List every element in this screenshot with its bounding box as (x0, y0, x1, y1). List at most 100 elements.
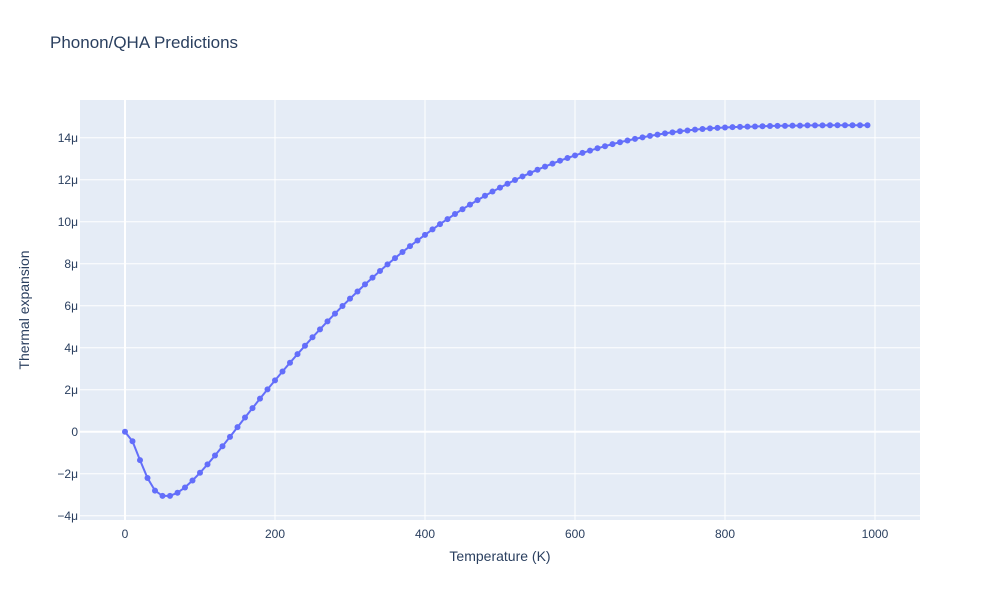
data-point (864, 122, 871, 129)
data-point (842, 122, 848, 129)
data-point (489, 188, 496, 195)
data-point (714, 124, 721, 131)
data-point (579, 149, 586, 156)
data-point (534, 166, 541, 173)
data-point (122, 428, 128, 435)
data-point (594, 145, 601, 152)
data-point (602, 143, 608, 150)
y-tick-label: −2μ (57, 467, 78, 481)
data-point (684, 127, 691, 134)
data-point (804, 122, 811, 129)
data-point (362, 281, 368, 288)
data-point (182, 484, 188, 491)
y-tick-label: 12μ (58, 173, 78, 187)
data-point (767, 123, 773, 130)
x-tick-labels: 0 200 400 600 800 1000 (122, 527, 889, 541)
data-point (159, 492, 166, 499)
data-point (849, 122, 856, 129)
data-point (414, 237, 421, 244)
data-point (174, 489, 181, 496)
x-tick-label: 200 (265, 527, 285, 541)
data-point (819, 122, 826, 129)
data-point (264, 386, 271, 393)
data-point (707, 125, 713, 132)
data-point (317, 326, 323, 333)
grid-lines (80, 100, 920, 520)
data-point (287, 359, 293, 366)
data-point (332, 310, 338, 317)
y-axis-title: Thermal expansion (16, 250, 32, 369)
data-point (167, 492, 173, 499)
x-axis-title: Temperature (K) (449, 548, 550, 564)
data-point (309, 334, 316, 341)
data-point (137, 457, 143, 464)
data-point (677, 128, 683, 135)
data-point (752, 123, 758, 130)
data-point (857, 122, 863, 129)
data-point (474, 197, 481, 204)
data-point (774, 122, 781, 129)
data-point (609, 141, 616, 148)
data-point (812, 122, 818, 129)
data-point (759, 123, 766, 130)
data-point (422, 231, 428, 238)
y-tick-label: 4μ (64, 341, 78, 355)
data-point (519, 173, 526, 180)
data-point (302, 342, 308, 349)
series-line (124, 124, 868, 497)
data-point (639, 134, 646, 141)
series-markers (122, 122, 871, 499)
data-point (144, 475, 151, 481)
data-point (542, 163, 548, 170)
data-point (834, 122, 841, 129)
x-tick-label: 600 (565, 527, 585, 541)
data-point (324, 318, 331, 325)
data-point (354, 288, 361, 295)
data-point (549, 160, 556, 167)
data-point (722, 124, 728, 131)
y-tick-label: 14μ (58, 131, 78, 145)
data-point (587, 147, 593, 154)
data-point (189, 477, 196, 484)
x-tick-label: 1000 (862, 527, 889, 541)
data-point (504, 180, 511, 187)
y-tick-label: 6μ (64, 299, 78, 313)
data-point (632, 135, 638, 142)
chart-title: Phonon/QHA Predictions (50, 33, 239, 52)
data-point (527, 170, 533, 177)
data-point (797, 122, 803, 129)
x-tick-label: 0 (122, 527, 129, 541)
data-point (744, 123, 751, 130)
data-point (279, 368, 286, 375)
data-point (782, 122, 788, 129)
data-point (789, 122, 796, 129)
data-point (294, 351, 301, 358)
data-point (407, 243, 413, 250)
data-point (827, 122, 833, 129)
data-point (339, 303, 346, 310)
data-point (392, 255, 398, 262)
x-tick-label: 400 (415, 527, 435, 541)
data-point (729, 124, 736, 131)
y-tick-label: 8μ (64, 257, 78, 271)
data-point (197, 469, 203, 476)
data-point (399, 249, 406, 256)
data-point (482, 192, 488, 199)
data-point (257, 395, 263, 402)
data-point (467, 201, 473, 208)
data-point (624, 137, 631, 144)
data-point (249, 405, 256, 412)
data-point (737, 123, 743, 130)
data-point (617, 139, 623, 146)
y-tick-label: 0 (71, 425, 78, 439)
data-point (152, 487, 158, 494)
data-point (242, 414, 248, 421)
y-tick-label: 10μ (58, 215, 78, 229)
data-point (227, 433, 233, 440)
data-point (212, 452, 218, 459)
data-point (564, 154, 571, 161)
data-point (699, 125, 706, 132)
data-point (692, 126, 698, 133)
data-point (429, 226, 436, 233)
data-point (219, 443, 226, 450)
